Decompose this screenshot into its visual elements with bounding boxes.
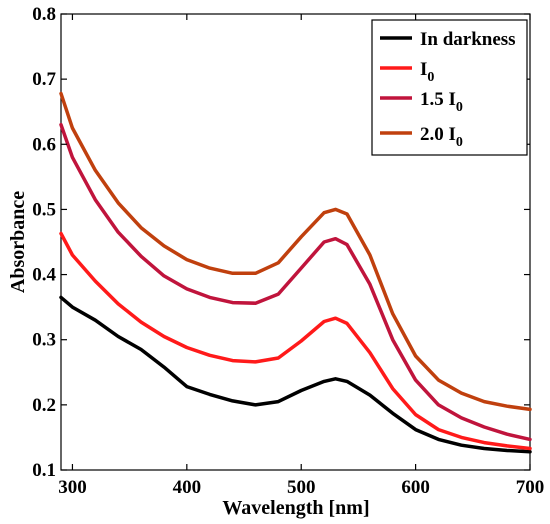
- x-tick-label: 600: [401, 477, 430, 498]
- y-tick-label: 0.4: [32, 265, 56, 286]
- legend-label-main: 2.0 I: [420, 124, 456, 145]
- legend-label-main: I: [420, 59, 427, 80]
- y-tick-label: 0.6: [32, 134, 56, 155]
- x-tick-label: 300: [58, 477, 87, 498]
- x-tick-label: 700: [516, 477, 545, 498]
- y-tick-label: 0.2: [32, 395, 56, 416]
- series-line-3: [59, 91, 532, 412]
- y-tick-label: 0.5: [32, 199, 56, 220]
- series-line-0: [59, 295, 532, 454]
- legend-label-subscript: 0: [456, 135, 463, 150]
- legend-label-1: I0: [420, 59, 434, 85]
- y-tick-label: 0.3: [32, 330, 56, 351]
- legend-label-main: 1.5 I: [420, 89, 456, 110]
- axis-layer: 300 400 500 600 700 0.1 0.2 0.3 0.4 0.5 0.6 0.7 0.8: [32, 4, 544, 498]
- legend-label-subscript: 0: [456, 100, 463, 115]
- legend-label-0: In darkness: [420, 29, 516, 50]
- y-tick-label: 0.7: [32, 69, 56, 90]
- series-line-1: [59, 231, 532, 451]
- series-layer: [59, 91, 532, 454]
- legend-label-main: In darkness: [420, 29, 516, 50]
- y-axis-title: Absorbance: [7, 191, 29, 293]
- legend-label-2: 1.5 I0: [420, 89, 463, 115]
- series-line-2: [59, 122, 532, 442]
- x-tick-label: 400: [173, 477, 202, 498]
- y-tick-label: 0.1: [32, 460, 56, 481]
- y-tick-label: 0.8: [32, 4, 56, 25]
- legend-label-subscript: 0: [427, 70, 434, 85]
- x-axis-title: Wavelength [nm]: [222, 497, 369, 519]
- legend-label-3: 2.0 I0: [420, 124, 463, 150]
- x-tick-label: 500: [287, 477, 316, 498]
